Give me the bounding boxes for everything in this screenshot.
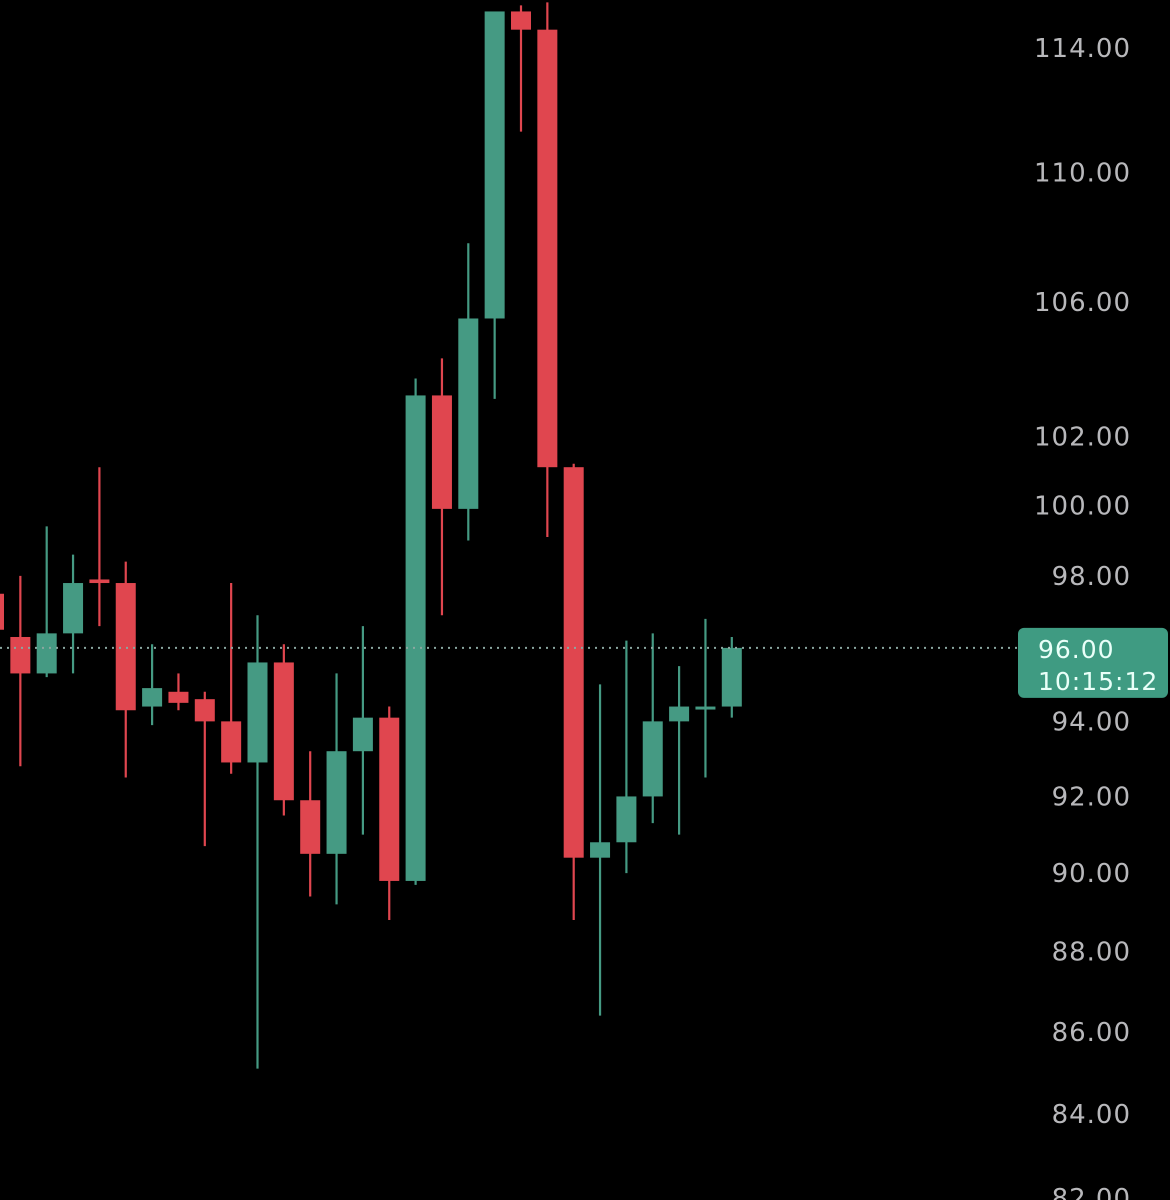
candle — [511, 5, 531, 132]
candle — [168, 673, 189, 711]
axis-tick-label: 88.00 — [1052, 938, 1131, 968]
axis-tick-label: 84.00 — [1052, 1100, 1131, 1130]
axis-tick-label: 106.00 — [1034, 288, 1131, 318]
candle — [669, 666, 690, 835]
candle — [379, 706, 400, 921]
current-price-value: 96.00 — [1038, 635, 1115, 664]
candle — [405, 378, 426, 885]
axis-tick-label: 98.00 — [1052, 562, 1131, 592]
candle-body — [273, 662, 294, 801]
axis-tick-label: 86.00 — [1052, 1018, 1131, 1048]
axis-tick-label: 114.00 — [1034, 34, 1131, 64]
candle — [695, 618, 716, 778]
candle-body — [63, 583, 84, 634]
candle — [721, 636, 742, 718]
axis-tick-label: 110.00 — [1034, 159, 1131, 189]
candle-body — [695, 706, 716, 710]
candle-body — [721, 647, 742, 707]
candle-body — [115, 583, 136, 711]
candle-body — [168, 691, 189, 703]
candle-body — [300, 800, 321, 854]
axis-tick-label: 102.00 — [1034, 422, 1131, 452]
candle — [273, 644, 294, 816]
candle — [247, 615, 268, 1069]
candle-body — [326, 751, 347, 854]
candle-body — [89, 579, 110, 584]
candle — [537, 2, 558, 537]
candles-layer — [0, 2, 742, 1069]
candle — [642, 633, 663, 824]
price-axis: 114.00 110.00 106.00 102.00 100.00 98.00 94.00… — [1034, 34, 1131, 1200]
candle — [352, 626, 373, 835]
candle — [484, 11, 505, 399]
candle-body — [221, 721, 242, 763]
candle-body — [642, 721, 663, 797]
candle — [458, 243, 479, 541]
candle-body — [431, 395, 452, 509]
candle-body — [247, 662, 268, 763]
candle — [221, 583, 242, 774]
candle-countdown: 10:15:12 — [1038, 667, 1158, 696]
candle — [89, 467, 110, 627]
candle-body — [10, 636, 31, 674]
candle — [326, 673, 347, 905]
candle — [0, 593, 4, 630]
candle — [194, 691, 215, 847]
candle — [142, 644, 163, 726]
candle-body — [669, 706, 690, 722]
candle-body — [352, 717, 373, 752]
axis-tick-label: 94.00 — [1052, 707, 1131, 737]
candle — [300, 751, 321, 897]
candle-body — [379, 717, 400, 881]
candle — [36, 526, 57, 678]
axis-tick-label: 92.00 — [1052, 782, 1131, 812]
candle-body — [511, 11, 531, 30]
candle — [63, 554, 84, 674]
candle — [115, 561, 136, 778]
candle-body — [537, 29, 558, 468]
candle-body — [484, 11, 505, 319]
candle — [616, 640, 637, 874]
current-price-tag: 96.00 10:15:12 — [1018, 627, 1168, 698]
candle — [431, 358, 452, 616]
candle — [563, 463, 584, 921]
candle — [590, 684, 611, 1016]
candle-body — [616, 796, 637, 843]
candle-body — [563, 467, 584, 858]
candle-body — [458, 318, 479, 509]
current-price-tag-box — [1018, 627, 1168, 698]
candle-body — [142, 688, 163, 707]
candle-body — [405, 395, 426, 881]
candle-body — [0, 593, 4, 630]
candle-body — [194, 699, 215, 722]
axis-tick-label: 90.00 — [1052, 859, 1131, 889]
candle-body — [36, 633, 57, 674]
axis-tick-label: 100.00 — [1034, 491, 1131, 521]
axis-tick-label: 82.00 — [1052, 1184, 1131, 1200]
candle-body — [590, 842, 611, 858]
candle — [10, 575, 31, 767]
